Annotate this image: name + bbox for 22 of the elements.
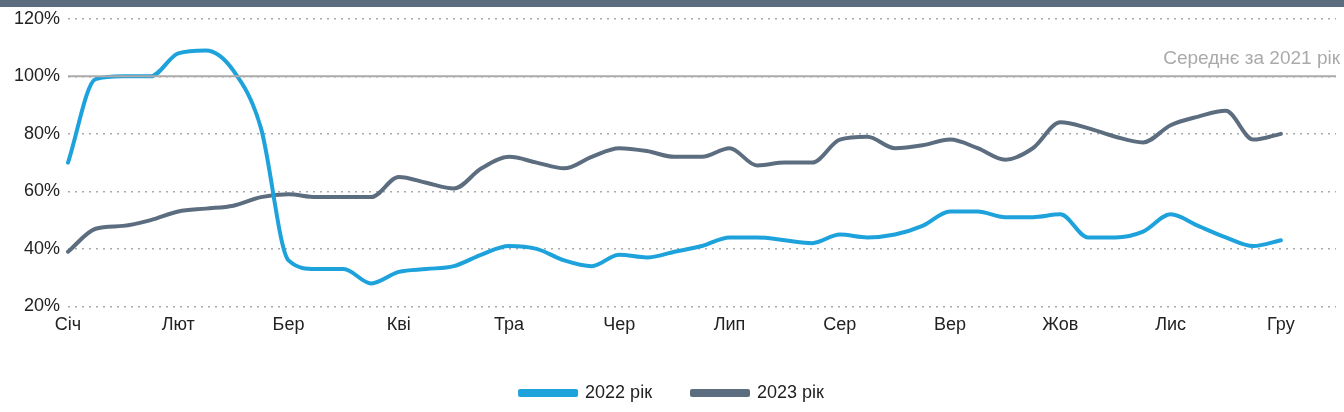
y-tick-label: 40%: [23, 237, 60, 258]
x-tick-label: Лис: [1155, 314, 1187, 335]
y-tick-label: 100%: [13, 65, 60, 86]
x-tick-label: Кві: [386, 314, 411, 335]
y-tick-label: 80%: [23, 122, 60, 143]
legend-label: 2023 рік: [757, 381, 825, 402]
x-tick-label: Жов: [1042, 314, 1079, 335]
x-tick-label: Вер: [934, 314, 967, 335]
x-tick-label: Бер: [272, 314, 305, 335]
ref-line-label: Середнє за 2021 рік: [1163, 47, 1341, 69]
x-tick-label: Січ: [54, 314, 82, 335]
x-tick-label: Тра: [494, 314, 526, 335]
x-tick-label: Лют: [161, 314, 195, 335]
x-tick-label: Чер: [603, 314, 636, 335]
legend-label: 2022 рік: [585, 381, 653, 402]
y-tick-label: 20%: [23, 295, 60, 316]
line-series: [66, 108, 1283, 254]
x-tick-label: Лип: [713, 314, 746, 335]
y-tick-label: 60%: [23, 180, 60, 201]
x-tick-label: Сер: [823, 314, 857, 335]
x-tick-label: Гру: [1267, 314, 1295, 335]
y-tick-label: 120%: [13, 7, 60, 28]
